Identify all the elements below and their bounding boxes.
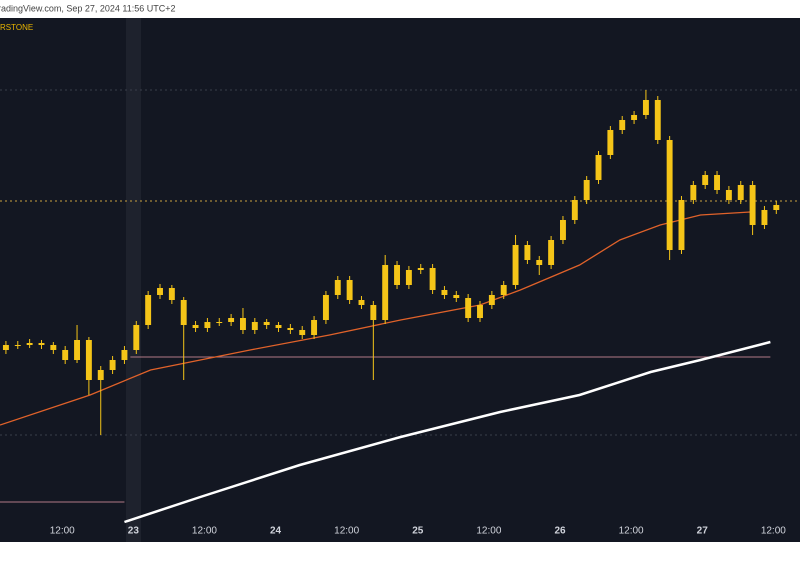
candle-body <box>287 328 294 330</box>
candle-body <box>571 200 578 220</box>
candle-body <box>334 280 341 295</box>
candle-body <box>666 140 673 250</box>
candle-body <box>157 288 163 295</box>
candle-body <box>358 300 365 305</box>
candle-body <box>488 295 495 305</box>
moving-average <box>124 340 771 524</box>
candle-body <box>216 322 223 323</box>
x-tick-label: 12:00 <box>761 526 786 537</box>
x-tick-label: 12:00 <box>619 526 644 537</box>
x-tick-label: 25 <box>412 526 424 537</box>
candle-body <box>85 340 92 380</box>
x-tick-label: 27 <box>697 526 709 537</box>
candle-body <box>62 350 69 360</box>
header-bar <box>0 0 800 18</box>
candle-body <box>465 298 472 318</box>
x-tick-label: 12:00 <box>476 526 501 537</box>
candle-body <box>453 295 460 298</box>
candle-body <box>50 345 57 350</box>
candle-body <box>761 210 768 225</box>
candle-body <box>382 265 389 320</box>
candle-body <box>240 318 246 330</box>
candle-body <box>180 300 187 325</box>
candle-body <box>311 320 318 335</box>
highlight-band <box>126 18 141 542</box>
candle-body <box>346 280 353 300</box>
candle-body <box>678 200 685 250</box>
candle-body <box>26 343 33 345</box>
x-tick-label: 24 <box>270 526 282 537</box>
candle-body <box>14 345 21 346</box>
candle-body <box>322 295 329 320</box>
candle-body <box>204 322 211 328</box>
candle-body <box>251 322 258 330</box>
candle-body <box>2 345 9 350</box>
candle-body <box>702 175 709 185</box>
x-tick-label: 12:00 <box>50 526 75 537</box>
candle-body <box>619 120 626 130</box>
candle-body <box>690 185 697 200</box>
candle-body <box>228 318 235 322</box>
candle-body <box>429 268 436 290</box>
candle-body <box>133 325 140 350</box>
x-tick-label: 23 <box>128 526 140 537</box>
candle-body <box>654 100 661 140</box>
candle-body <box>192 325 199 328</box>
candle-body <box>477 305 483 318</box>
candle-body <box>607 130 614 155</box>
candle-body <box>394 265 400 285</box>
candle-body <box>500 285 507 295</box>
candle-body <box>536 260 543 265</box>
candle-body <box>97 370 104 380</box>
candle-body <box>714 175 720 190</box>
candle-body <box>524 245 531 260</box>
candle-body <box>74 340 80 360</box>
candle-body <box>631 115 638 120</box>
x-tick-label: 26 <box>554 526 566 537</box>
symbol: RSTONE <box>0 23 33 32</box>
candle-body <box>441 290 448 295</box>
candle-body <box>725 190 732 200</box>
candle-body <box>145 295 152 325</box>
candle-body <box>642 100 649 115</box>
candle-body <box>583 180 590 200</box>
source-text: radingView.com, Sep 27, 2024 11:56 UTC+2 <box>0 3 176 13</box>
candle-body <box>595 155 602 180</box>
candle-body <box>773 205 780 210</box>
candle-body <box>512 245 519 285</box>
candle-body <box>560 220 566 240</box>
candle-body <box>737 185 744 200</box>
candle-body <box>38 343 45 345</box>
candle-body <box>548 240 555 265</box>
candle-body <box>168 288 175 300</box>
candle-body <box>749 185 756 225</box>
candle-body <box>299 330 306 335</box>
x-tick-label: 12:00 <box>334 526 359 537</box>
candle-body <box>417 268 424 270</box>
candle-body <box>121 350 128 360</box>
x-tick-label: 12:00 <box>192 526 217 537</box>
candle-body <box>263 322 270 325</box>
candle-body <box>405 270 412 285</box>
candle-body <box>109 360 116 370</box>
candle-body <box>370 305 377 320</box>
candle-body <box>275 325 282 328</box>
